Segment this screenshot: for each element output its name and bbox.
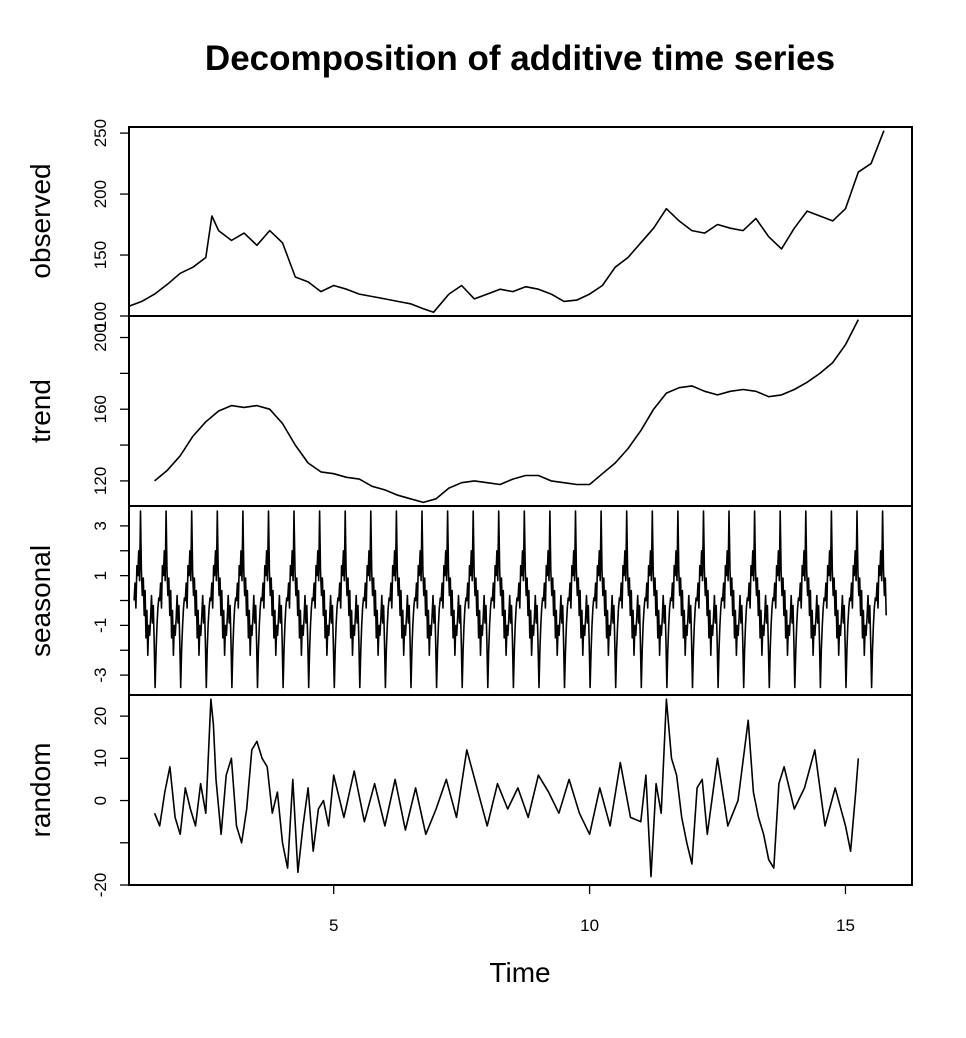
trend-y-tick-label: 200 [91, 323, 110, 351]
observed-y-tick-label: 100 [91, 302, 110, 330]
observed-series-line [128, 130, 885, 314]
chart-title: Decomposition of additive time series [205, 39, 835, 78]
trend-panel: trend 120 160 200 [25, 315, 913, 507]
seasonal-axis-label: seasonal [25, 545, 56, 657]
random-panel: random -20 0 10 20 [25, 694, 913, 898]
random-panel-frame [128, 694, 913, 886]
trend-y-ticks: 120 160 200 [91, 323, 129, 495]
seasonal-y-tick-label: -1 [91, 618, 110, 633]
random-y-ticks: -20 0 10 20 [91, 707, 129, 898]
random-y-tick-label: -20 [91, 873, 110, 898]
trend-series-line [154, 319, 860, 504]
seasonal-y-tick-label: 1 [91, 571, 110, 580]
x-axis: 5 10 15 [329, 885, 855, 935]
observed-axis-label: observed [25, 163, 56, 278]
random-y-tick-label: 10 [91, 749, 110, 768]
random-y-tick-label: 20 [91, 707, 110, 726]
seasonal-y-ticks: -3 -1 1 3 [91, 521, 129, 683]
observed-y-ticks: 100 150 200 250 [91, 119, 129, 330]
trend-y-tick-label: 160 [91, 395, 110, 423]
seasonal-panel: seasonal -3 -1 1 3 [25, 505, 913, 696]
x-tick-label: 5 [329, 916, 338, 935]
x-axis-label: Time [489, 957, 550, 988]
trend-y-tick-label: 120 [91, 467, 110, 495]
random-y-tick-label: 0 [91, 796, 110, 805]
x-tick-label: 15 [836, 916, 855, 935]
observed-y-tick-label: 250 [91, 119, 110, 147]
observed-y-tick-label: 200 [91, 180, 110, 208]
seasonal-series-line [133, 510, 887, 689]
random-series-line [153, 698, 860, 878]
x-tick-label: 10 [580, 916, 599, 935]
observed-panel-frame [128, 126, 913, 317]
observed-panel: observed 100 150 200 250 [25, 119, 913, 330]
random-axis-label: random [25, 743, 56, 838]
seasonal-y-tick-label: -3 [91, 668, 110, 683]
trend-axis-label: trend [25, 379, 56, 443]
observed-y-tick-label: 150 [91, 241, 110, 269]
seasonal-y-tick-label: 3 [91, 521, 110, 530]
